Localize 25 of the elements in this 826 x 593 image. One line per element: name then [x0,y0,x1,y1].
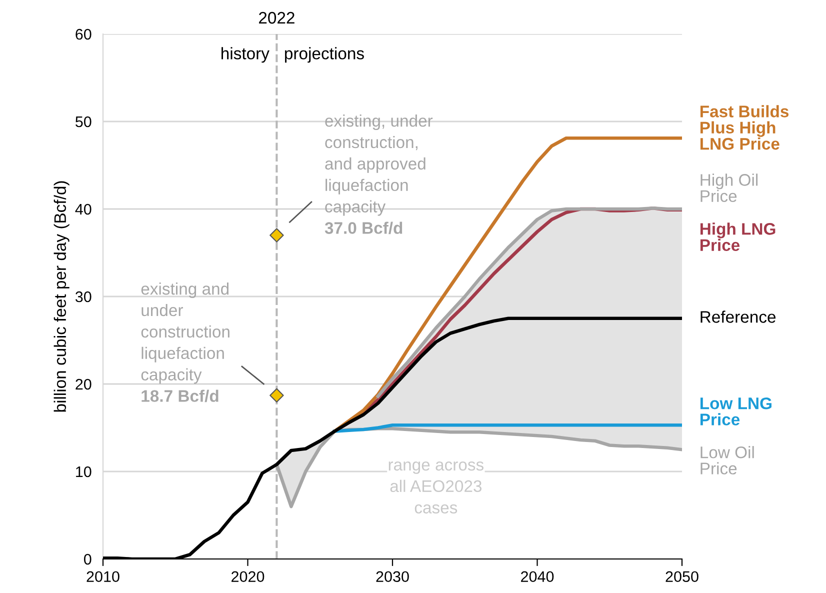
y-tick-label: 0 [84,554,92,565]
x-tick-label: 2050 [666,571,698,582]
y-tick-label: 20 [76,378,92,390]
annotation: projections [285,47,364,63]
y-tick-label: 30 [75,291,92,302]
annotation: existing and under construction liquefaction capacity 18.7 Bcf/d [141,282,230,402]
series-label: High Oil Price [700,174,758,202]
ref-line-label: 2022 [259,12,294,24]
series-label: Reference [700,310,776,323]
x-tick-label: 2040 [521,571,554,582]
y-tick-label: 50 [76,116,92,128]
y-tick-label: 60 [76,28,92,40]
y-tick-label: 10 [76,466,92,478]
y-tick-label: 40 [75,204,92,215]
line-series [332,423,682,433]
series-label: Low LNG Price [700,397,772,426]
y-axis-title: billion cubic feet per day (Bcf/d) [54,181,70,412]
x-tick-label: 2010 [86,571,120,582]
series-label: High LNG Price [700,222,776,252]
x-tick-label: 2020 [232,571,264,582]
x-tick-label: 2030 [376,571,409,582]
series-label: Low Oil Price [700,446,754,474]
annotation: history [222,47,270,63]
annotation: existing, under construction, and approved liquefaction capacity 37.0 Bcf/d [324,114,433,234]
series-label: Fast Builds Plus High LNG Price [700,105,789,150]
